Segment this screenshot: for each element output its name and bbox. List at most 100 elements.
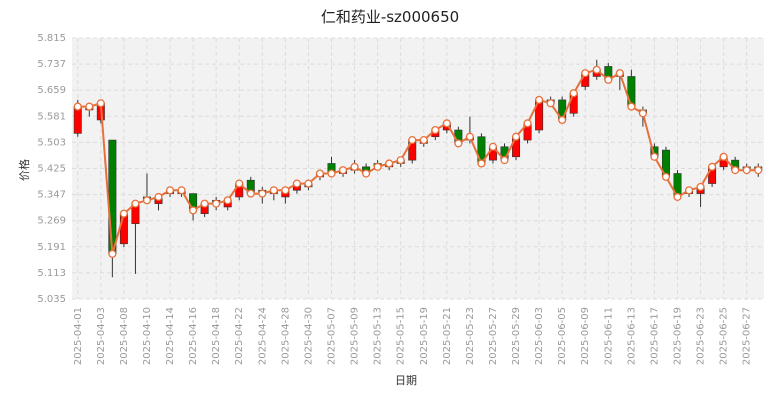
close-marker bbox=[200, 199, 209, 208]
close-marker bbox=[85, 102, 94, 111]
close-marker bbox=[131, 199, 140, 208]
close-marker bbox=[638, 109, 647, 118]
candle-body bbox=[108, 139, 117, 255]
chart-title: 仁和药业-sz000650 bbox=[321, 8, 459, 26]
close-marker bbox=[142, 196, 152, 205]
y-tick-label: 5.581 bbox=[37, 111, 66, 122]
close-marker bbox=[546, 99, 555, 108]
close-marker bbox=[258, 189, 267, 198]
close-marker bbox=[661, 172, 671, 181]
close-marker bbox=[488, 142, 498, 151]
close-marker bbox=[96, 99, 105, 108]
close-marker bbox=[673, 192, 682, 201]
close-marker bbox=[327, 169, 336, 178]
close-marker bbox=[742, 166, 751, 175]
x-tick-label: 2025-04-28 bbox=[280, 307, 291, 365]
x-tick-label: 2025-06-11 bbox=[603, 307, 614, 365]
close-marker bbox=[281, 186, 290, 195]
close-marker bbox=[189, 206, 198, 215]
close-marker bbox=[431, 125, 440, 135]
x-tick-label: 2025-04-16 bbox=[188, 307, 199, 365]
x-tick-label: 2025-05-19 bbox=[419, 307, 430, 365]
x-tick-label: 2025-04-10 bbox=[142, 307, 153, 365]
close-marker bbox=[338, 166, 348, 175]
close-marker bbox=[408, 136, 417, 145]
close-marker bbox=[754, 166, 763, 175]
x-tick-label: 2025-05-15 bbox=[396, 307, 407, 365]
close-marker bbox=[350, 162, 359, 171]
close-marker bbox=[246, 189, 255, 198]
close-marker bbox=[223, 196, 232, 205]
close-marker bbox=[465, 132, 474, 141]
x-tick-label: 2025-06-17 bbox=[649, 307, 660, 365]
y-tick-label: 5.659 bbox=[37, 85, 66, 96]
close-marker bbox=[165, 186, 175, 195]
x-tick-label: 2025-04-03 bbox=[96, 307, 107, 365]
close-marker bbox=[604, 75, 613, 84]
x-tick-label: 2025-06-09 bbox=[580, 307, 591, 365]
x-tick-label: 2025-05-23 bbox=[465, 307, 476, 365]
close-marker bbox=[396, 156, 405, 165]
close-marker bbox=[558, 115, 567, 125]
close-marker bbox=[592, 65, 601, 74]
close-marker bbox=[108, 249, 117, 258]
x-tick-label: 2025-06-03 bbox=[534, 307, 545, 365]
y-tick-label: 5.191 bbox=[37, 242, 66, 253]
y-tick-label: 5.269 bbox=[37, 216, 66, 227]
close-marker bbox=[119, 209, 128, 218]
close-marker bbox=[569, 89, 578, 98]
close-marker bbox=[615, 69, 624, 78]
y-tick-label: 5.347 bbox=[37, 190, 66, 201]
x-tick-label: 2025-06-19 bbox=[673, 307, 684, 365]
x-tick-label: 2025-06-25 bbox=[719, 307, 730, 365]
x-tick-label: 2025-05-29 bbox=[511, 307, 522, 365]
y-tick-label: 5.737 bbox=[37, 59, 66, 70]
x-tick-label: 2025-04-08 bbox=[119, 307, 130, 365]
close-marker bbox=[454, 139, 463, 148]
y-tick-label: 5.815 bbox=[37, 33, 66, 44]
close-marker bbox=[477, 159, 486, 168]
close-markers bbox=[73, 65, 763, 258]
close-marker bbox=[535, 95, 544, 104]
close-marker bbox=[696, 182, 705, 191]
close-marker bbox=[269, 186, 278, 195]
x-tick-label: 2025-06-23 bbox=[696, 307, 707, 365]
close-marker bbox=[650, 152, 659, 161]
close-marker bbox=[511, 132, 521, 141]
close-marker bbox=[581, 69, 590, 78]
x-tick-label: 2025-05-09 bbox=[350, 307, 361, 365]
x-tick-label: 2025-06-05 bbox=[557, 307, 568, 365]
y-axis-ticks: 5.035 5.113 5.191 5.269 5.347 5.425 5.503 5.581… bbox=[37, 33, 66, 305]
close-marker bbox=[627, 102, 636, 111]
close-marker bbox=[235, 179, 244, 188]
close-marker bbox=[212, 199, 221, 208]
x-tick-label: 2025-04-24 bbox=[257, 307, 268, 365]
grid-lines bbox=[72, 37, 764, 300]
x-tick-label: 2025-06-13 bbox=[626, 307, 637, 365]
x-tick-label: 2025-04-22 bbox=[234, 307, 245, 365]
close-marker bbox=[73, 102, 82, 111]
close-marker bbox=[500, 156, 509, 165]
close-marker bbox=[315, 169, 325, 178]
close-marker bbox=[442, 119, 451, 128]
x-tick-label: 2025-04-14 bbox=[165, 307, 176, 365]
close-marker bbox=[177, 186, 186, 195]
x-tick-label: 2025-05-07 bbox=[327, 307, 338, 365]
close-marker bbox=[419, 136, 428, 145]
y-tick-label: 5.113 bbox=[37, 268, 66, 279]
x-tick-label: 2025-04-30 bbox=[303, 307, 314, 365]
x-tick-label: 2025-06-27 bbox=[742, 307, 753, 365]
close-marker bbox=[304, 179, 313, 188]
x-tick-label: 2025-05-27 bbox=[488, 307, 499, 365]
close-marker bbox=[684, 186, 694, 195]
candle-body bbox=[119, 213, 128, 245]
x-tick-label: 2025-05-21 bbox=[442, 307, 453, 365]
close-marker bbox=[523, 119, 532, 128]
close-marker bbox=[731, 166, 740, 175]
x-tick-label: 2025-04-01 bbox=[73, 307, 84, 365]
x-tick-label: 2025-05-13 bbox=[373, 307, 384, 365]
x-axis-label: 日期 bbox=[395, 374, 417, 387]
close-marker bbox=[362, 169, 371, 178]
y-axis-label: 价格 bbox=[17, 159, 31, 181]
